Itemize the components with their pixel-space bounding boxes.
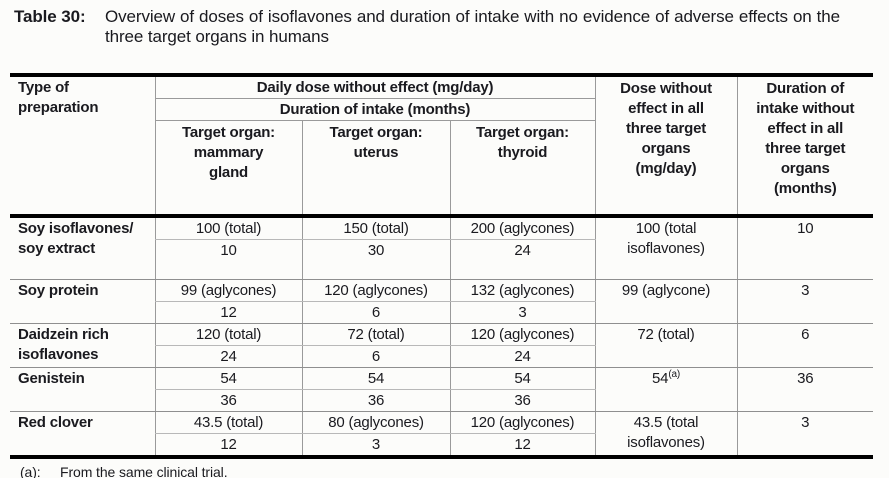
thyroid-duration-cell: 3 — [449, 301, 595, 324]
mammary-dose-cell: 43.5 (total) — [154, 411, 302, 434]
mammary-dose-cell: 100 (total) — [154, 215, 302, 240]
table-caption-text: Overview of doses of isoflavones and dur… — [105, 7, 840, 46]
mammary-duration-cell: 24 — [154, 345, 302, 368]
uterus-duration-cell: 30 — [301, 239, 450, 280]
uterus-duration-cell: 6 — [301, 301, 450, 324]
table-row-duration: 12 3 12 — [10, 433, 873, 457]
duration-all-organs-cell: 10 — [736, 215, 873, 280]
table-row: Genistein 54 54 54 54(a) 36 — [10, 367, 873, 412]
thyroid-duration-cell: 24 — [449, 345, 595, 368]
table-row: Soy protein 99 (aglycones) 120 (aglycone… — [10, 279, 873, 324]
dose-all-organs-cell: 100 (total isoflavones) — [594, 215, 737, 280]
uterus-duration-cell: 3 — [301, 433, 450, 457]
table-caption: Table 30: Overview of doses of isoflavon… — [0, 0, 889, 47]
duration-all-organs-cell: 6 — [736, 323, 873, 368]
table-caption-label: Table 30: — [14, 7, 86, 26]
header-duration-all-organs: Duration of intake without effect in all… — [736, 75, 873, 218]
isoflavone-dose-table: Type of preparation Daily dose without e… — [10, 73, 873, 459]
table-row-duration: 36 36 36 — [10, 389, 873, 412]
table-row-duration: 12 6 3 — [10, 301, 873, 324]
thyroid-dose-cell: 200 (aglycones) — [449, 215, 595, 240]
header-daily-dose-group: Daily dose without effect (mg/day) — [154, 75, 595, 99]
thyroid-dose-cell: 132 (aglycones) — [449, 279, 595, 302]
uterus-dose-cell: 72 (total) — [301, 323, 450, 346]
mammary-dose-cell: 120 (total) — [154, 323, 302, 346]
dose-all-organs-cell: 99 (aglycone) — [594, 279, 737, 324]
header-type-of-preparation: Type of preparation — [10, 75, 155, 218]
header-dose-all-organs: Dose without effect in all three target … — [594, 75, 737, 218]
table-body: Soy isoflavones/​soy extract 100 (total)… — [10, 215, 873, 457]
dose-all-organs-cell: 54(a) — [594, 367, 737, 412]
preparation-name: Red clover — [10, 411, 155, 457]
duration-all-organs-cell: 3 — [736, 279, 873, 324]
uterus-dose-cell: 54 — [301, 367, 450, 390]
preparation-name: Daidzein rich isoflavones — [10, 323, 155, 368]
footnote-marker: (a) — [668, 368, 680, 380]
mammary-duration-cell: 12 — [154, 301, 302, 324]
dose-all-value: 99 (aglycone) — [621, 281, 711, 299]
table-row-duration: 10 30 24 — [10, 239, 873, 280]
header-target-organ-mammary: Target organ: mammary gland — [154, 120, 302, 218]
table-header: Type of preparation Daily dose without e… — [10, 75, 873, 218]
header-target-organ-uterus: Target organ: uterus — [301, 120, 450, 218]
dose-all-value: 54 — [652, 369, 669, 387]
thyroid-dose-cell: 54 — [449, 367, 595, 390]
table-footnote: (a): From the same clinical trial. — [20, 464, 889, 478]
dose-all-value: 43.5 (total isoflavones) — [627, 413, 705, 451]
mammary-dose-cell: 54 — [154, 367, 302, 390]
duration-all-organs-cell: 3 — [736, 411, 873, 457]
table-row: Red clover 43.5 (total) 80 (aglycones) 1… — [10, 411, 873, 457]
uterus-dose-cell: 150 (total) — [301, 215, 450, 240]
duration-all-organs-cell: 36 — [736, 367, 873, 412]
table-row: Daidzein rich isoflavones 120 (total) 72… — [10, 323, 873, 368]
footnote-label: (a): — [20, 463, 41, 478]
dose-all-organs-cell: 72 (total) — [594, 323, 737, 368]
uterus-duration-cell: 36 — [301, 389, 450, 412]
header-duration-group: Duration of intake (months) — [154, 98, 595, 121]
table-row-duration: 24 6 24 — [10, 345, 873, 368]
dose-all-value: 100 (total isoflavones) — [627, 219, 705, 257]
preparation-name: Genistein — [10, 367, 155, 412]
thyroid-duration-cell: 24 — [449, 239, 595, 280]
dose-all-value: 72 (total) — [637, 325, 695, 343]
dose-all-organs-cell: 43.5 (total isoflavones) — [594, 411, 737, 457]
table-row: Soy isoflavones/​soy extract 100 (total)… — [10, 215, 873, 280]
uterus-dose-cell: 120 (aglycones) — [301, 279, 450, 302]
header-target-organ-thyroid: Target organ: thyroid — [449, 120, 595, 218]
thyroid-duration-cell: 12 — [449, 433, 595, 457]
uterus-duration-cell: 6 — [301, 345, 450, 368]
mammary-duration-cell: 36 — [154, 389, 302, 412]
thyroid-duration-cell: 36 — [449, 389, 595, 412]
thyroid-dose-cell: 120 (aglycones) — [449, 323, 595, 346]
preparation-name: Soy protein — [10, 279, 155, 324]
mammary-duration-cell: 12 — [154, 433, 302, 457]
footnote-text: From the same clinical trial. — [60, 463, 228, 478]
mammary-duration-cell: 10 — [154, 239, 302, 280]
thyroid-dose-cell: 120 (aglycones) — [449, 411, 595, 434]
mammary-dose-cell: 99 (aglycones) — [154, 279, 302, 302]
uterus-dose-cell: 80 (aglycones) — [301, 411, 450, 434]
preparation-name: Soy isoflavones/​soy extract — [10, 215, 155, 280]
